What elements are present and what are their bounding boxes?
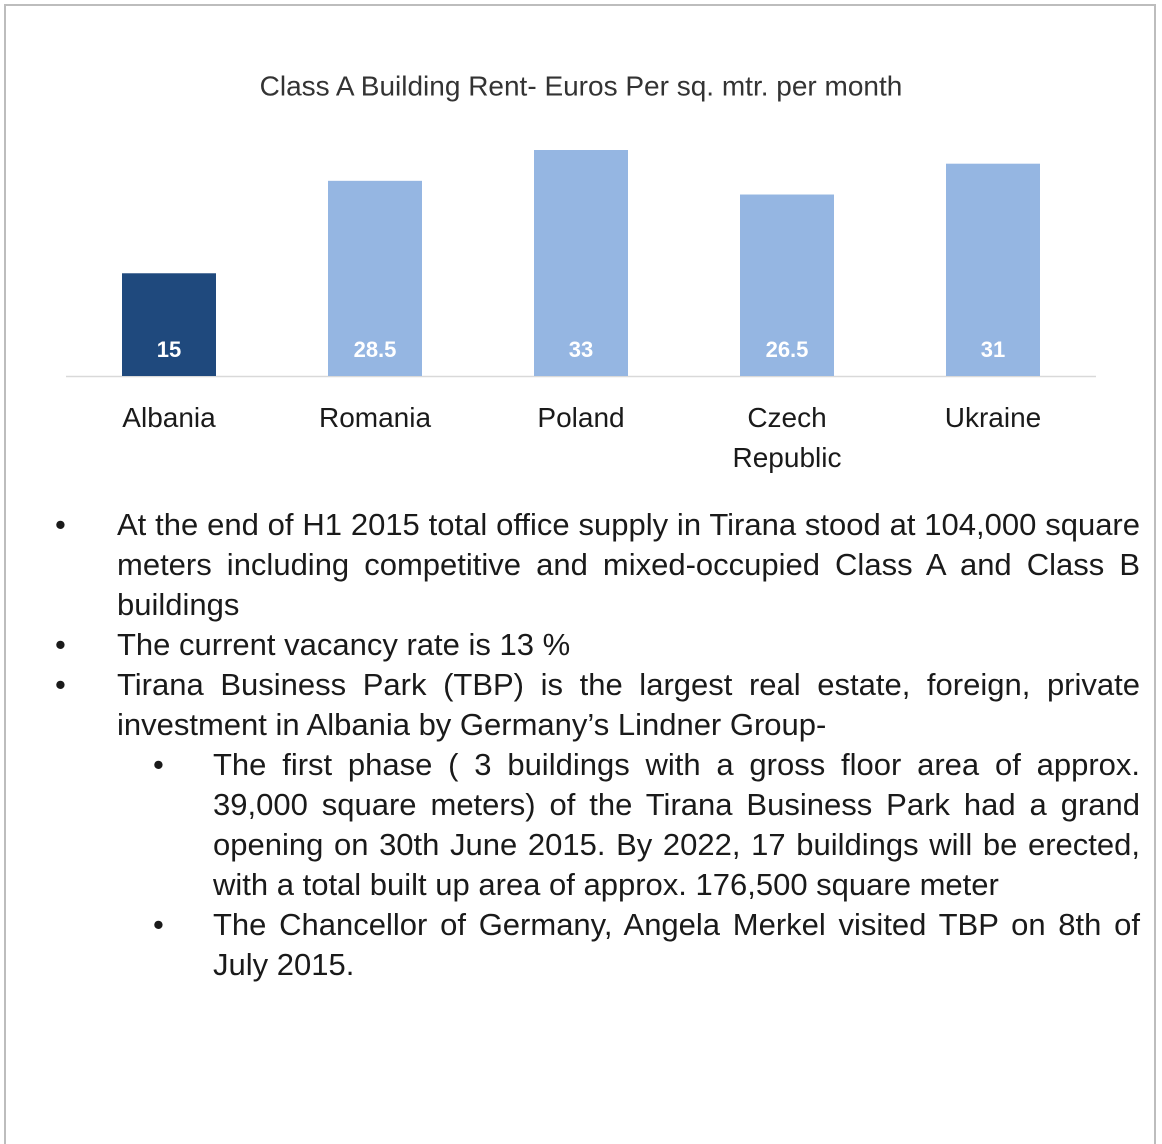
sub-bullet: • The first phase ( 3 buildings with a gr… (153, 745, 1140, 905)
value-label: 26.5 (766, 337, 809, 362)
bullet-dot: • (153, 907, 164, 942)
sub-bullet-text: The Chancellor of Germany, Angela Merkel… (213, 907, 1140, 982)
bullet-text: Tirana Business Park (TBP) is the larges… (117, 667, 1140, 742)
bullet-text: The current vacancy rate is 13 % (117, 627, 571, 662)
bar (328, 180, 422, 376)
x-tick-label: Czech Republic (732, 402, 842, 473)
frame (4, 4, 1156, 1144)
bullet: • At the end of H1 2015 total office supp… (55, 505, 1140, 625)
bar (122, 273, 216, 376)
sub-bullet: • The Chancellor of Germany, Angela Merke… (153, 905, 1140, 985)
x-tick-label: Albania (122, 402, 216, 433)
chart: Class A Building Rent- Euros Per sq. mtr… (66, 70, 1096, 378)
x-tick-label: Romania (318, 402, 432, 433)
value-label: 33 (569, 337, 593, 362)
x-tick-label: Ukraine (944, 402, 1042, 433)
bar (946, 163, 1040, 376)
chart-title: Class A Building Rent- Euros Per sq. mtr… (260, 70, 903, 101)
bullet-dot: • (55, 627, 66, 662)
bullet-dot: • (55, 507, 66, 542)
bullet-list: • At the end of H1 2015 total office supp… (0, 505, 1162, 985)
value-label: 28.5 (354, 337, 397, 362)
bullet: • Tirana Business Park (TBP) is the large… (55, 665, 1140, 745)
bar (740, 194, 834, 376)
sub-bullet-text: The first phase ( 3 buildings with a gro… (213, 747, 1140, 902)
bullet-text: At the end of H1 2015 total office suppl… (117, 507, 1140, 622)
bar (534, 150, 628, 376)
x-tick-label: Poland (537, 402, 625, 433)
value-label: 15 (157, 337, 181, 362)
bullet-dot: • (153, 747, 164, 782)
bullet-dot: • (55, 667, 66, 702)
bullet: • The current vacancy rate is 13 % (55, 625, 1140, 665)
value-label: 31 (981, 337, 1005, 362)
